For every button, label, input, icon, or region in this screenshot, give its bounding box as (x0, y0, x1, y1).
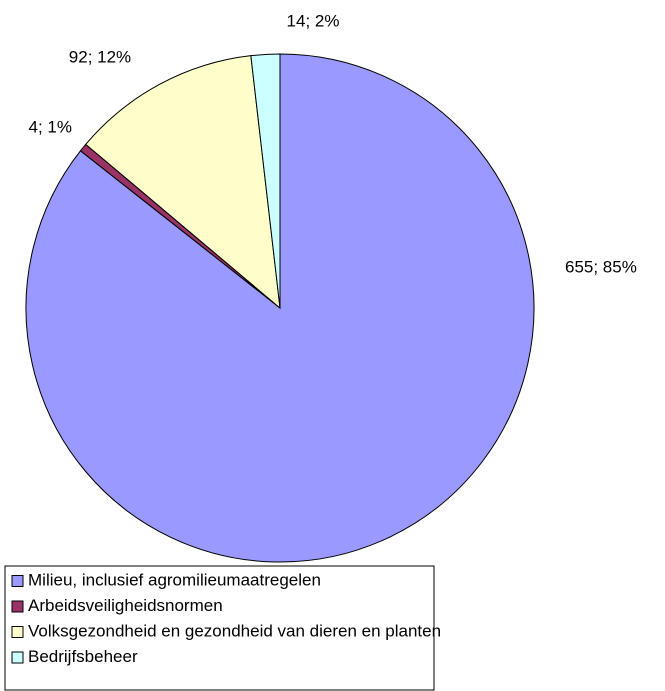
legend-label: Volksgezondheid en gezondheid van dieren… (28, 621, 441, 640)
data-label: 4; 1% (29, 117, 72, 136)
data-label: 92; 12% (69, 47, 131, 66)
pie-slice (85, 55, 281, 310)
data-label: 655; 85% (565, 257, 637, 276)
pie-slice (250, 53, 281, 309)
legend-swatch (11, 626, 24, 638)
legend-label: Milieu, inclusief agromilieumaatregelen (28, 570, 321, 589)
legend-label: Arbeidsveiligheidsnormen (28, 596, 223, 615)
data-label: 14; 2% (287, 11, 340, 30)
legend-swatch (11, 600, 24, 613)
legend-swatch (11, 651, 24, 664)
legend-label: Bedrijfsbeheer (28, 647, 138, 666)
legend-swatch (11, 575, 24, 587)
legend-box (4, 565, 435, 691)
